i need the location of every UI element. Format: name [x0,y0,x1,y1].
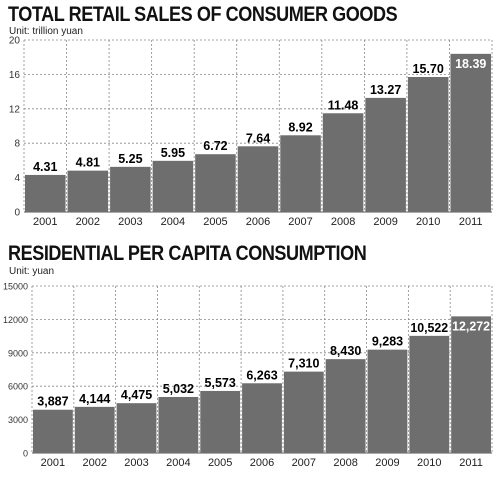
chart-1-category-label: 2007 [288,216,312,228]
chart-1-bar [280,135,321,212]
chart-2-bar [200,390,241,453]
chart-1-ytick-label: 16 [9,70,21,81]
chart-2-bar [158,396,199,453]
chart-2-value-label: 9,283 [372,335,403,349]
chart-2-category-label: 2008 [333,457,357,469]
chart-1-bar [195,154,236,212]
chart-1-value-label: 7.64 [246,131,270,145]
chart-1-category-label: 2010 [416,216,440,228]
chart-1-category-label: 2005 [203,216,227,228]
chart-2-category-label: 2002 [82,457,106,469]
chart-1-category-label: 2006 [246,216,270,228]
chart-2-unit-label: Unit: yuan [9,266,55,277]
chart-1-bar [322,113,364,212]
chart-2-category-label: 2009 [375,457,399,469]
chart-2-value-label: 3,887 [37,395,68,409]
chart-2-bar [409,335,450,453]
chart-2-value-label: 10,522 [410,321,448,335]
chart-2-value-label: 4,475 [121,388,152,402]
chart-2-bar [242,383,282,453]
chart-1-bar [365,97,406,212]
chart-2-value-label: 12,272 [452,319,490,333]
chart-2-category-label: 2011 [459,457,483,469]
chart-1: 0 4 8 12 16 20 4.31 2001 4.81 2002 5.25 2003 5.95 200… [9,36,493,228]
chart-2-title: RESIDENTIAL PER CAPITA CONSUMPTION [8,242,367,265]
chart-1-category-label: 2009 [373,216,397,228]
chart-2-bar [451,316,491,453]
chart-1-category-label: 2004 [161,216,185,228]
chart-1-category-label: 2001 [33,216,57,228]
chart-2-bar [325,359,366,453]
chart-2-category-label: 2004 [166,457,190,469]
chart-2: 0 3000 6000 9000 12000 15000 3,887 2001 4,144 200… [3,282,493,469]
chart-2-ytick-label: 3000 [8,415,28,425]
chart-2-bar [116,403,157,453]
chart-1-unit-label: Unit: trillion yuan [9,26,83,37]
chart-1-value-label: 6.72 [203,139,227,153]
chart-2-ytick-label: 0 [23,449,28,459]
chart-1-bar [450,53,491,212]
chart-1-bar [110,166,151,212]
chart-1-category-label: 2003 [118,216,142,228]
chart-1-value-label: 18.39 [455,57,486,71]
chart-1-value-label: 4.31 [33,160,57,174]
chart-1-value-label: 13.27 [370,83,401,97]
chart-2-ytick-label: 9000 [8,348,28,358]
chart-2-value-label: 4,144 [79,392,110,406]
chart-1-bar [25,174,66,212]
chart-1-value-label: 8.92 [288,120,312,134]
chart-2-ytick-label: 6000 [8,382,28,392]
chart-1-ytick-label: 8 [14,139,20,150]
chart-1-value-label: 5.95 [161,146,185,160]
chart-2-value-label: 8,430 [330,344,361,358]
chart-2-category-label: 2005 [208,457,232,469]
chart-2-ytick-label: 15000 [3,282,28,292]
chart-1-ytick-label: 0 [14,208,20,219]
chart-1-title: TOTAL RETAIL SALES OF CONSUMER GOODS [8,3,398,26]
chart-2-bar [283,371,324,453]
chart-2-category-label: 2007 [292,457,316,469]
chart-1-category-label: 2011 [459,216,483,228]
chart-1-bar [67,170,109,212]
chart-1-value-label: 15.70 [413,62,444,76]
chart-2-bar [33,409,73,453]
chart-1-category-label: 2002 [76,216,100,228]
chart-2-value-label: 5,032 [163,382,194,396]
chart-2-value-label: 6,263 [246,368,277,382]
chart-2-category-label: 2001 [41,457,65,469]
chart-2-bar [367,349,408,453]
chart-2-bar [74,406,115,453]
chart-1-value-label: 11.48 [328,98,359,112]
chart-1-bar [407,76,449,212]
chart-1-category-label: 2008 [331,216,355,228]
chart-2-value-label: 7,310 [288,357,319,371]
chart-1-value-label: 4.81 [76,156,100,170]
chart-1-ytick-label: 4 [14,173,20,184]
chart-2-category-label: 2006 [250,457,274,469]
chart-1-value-label: 5.25 [118,152,142,166]
chart-2-ytick-label: 12000 [3,315,28,325]
chart-1-bar [237,146,279,212]
chart-2-category-label: 2003 [124,457,148,469]
chart-2-value-label: 5,573 [205,376,236,390]
chart-1-bar [152,160,194,212]
chart-1-ytick-label: 20 [9,36,21,47]
chart-2-category-label: 2010 [417,457,441,469]
chart-1-ytick-label: 12 [9,104,21,115]
